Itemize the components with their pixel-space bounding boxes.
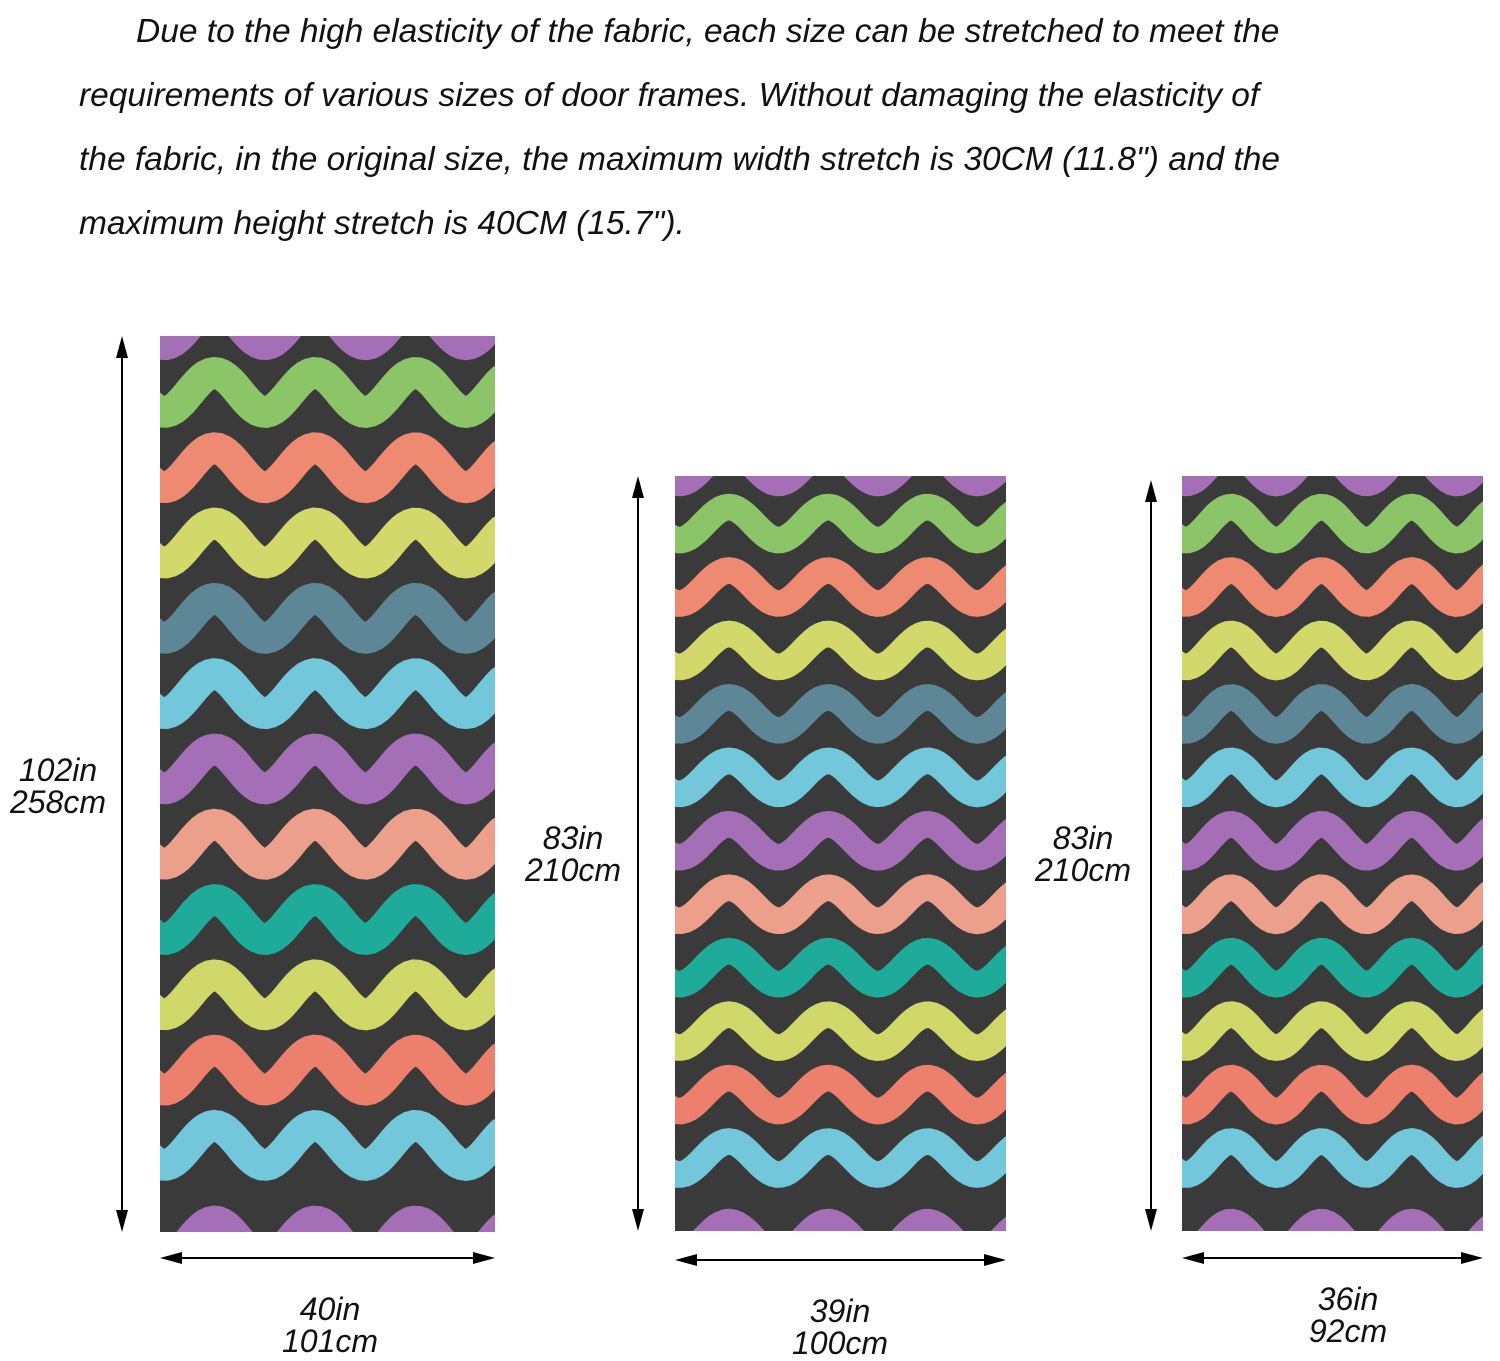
description-line-1: Due to the high elasticity of the fabric… [136, 13, 1280, 50]
wave-stripe [675, 683, 1006, 744]
wave-stripe [1182, 493, 1483, 554]
wave-stripe [675, 874, 1006, 935]
height-inches: 83in [542, 820, 604, 856]
width-arrow-large [160, 1248, 495, 1268]
wave-stripe [160, 808, 495, 880]
height-label-small: 83in 210cm [1018, 822, 1148, 886]
wave-stripe [160, 1109, 495, 1182]
description-line-2: requirements of various sizes of door fr… [79, 77, 1260, 114]
width-label-small: 36in 92cm [1248, 1283, 1448, 1347]
wave-stripe [1182, 747, 1483, 808]
wave-stripe [675, 557, 1006, 617]
wave-stripe [1182, 1064, 1483, 1125]
height-label-large: 102in 258cm [0, 754, 116, 818]
stretch-description: Due to the high elasticity of the fabric… [79, 0, 1499, 256]
wave-stripe [675, 493, 1006, 554]
width-arrow-small [1182, 1248, 1483, 1268]
wave-stripe [1182, 874, 1483, 935]
width-inches: 40in [299, 1291, 361, 1327]
width-inches: 39in [809, 1293, 871, 1329]
wave-stripe [1182, 683, 1483, 744]
wave-stripe [1182, 937, 1483, 998]
height-label-medium: 83in 210cm [508, 822, 638, 886]
wave-stripe [675, 937, 1006, 998]
height-centimeters: 210cm [1034, 852, 1132, 888]
wave-pattern [675, 476, 1006, 1231]
wave-stripe [1182, 557, 1483, 617]
height-inches: 83in [1052, 820, 1114, 856]
width-centimeters: 100cm [791, 1325, 889, 1361]
wave-stripe [1182, 1001, 1483, 1062]
wave-stripe [675, 620, 1006, 681]
wave-pattern [1182, 476, 1483, 1231]
wave-stripe-bottom-edge [1197, 1208, 1483, 1231]
height-arrow-medium [628, 476, 648, 1231]
height-arrow-large [112, 336, 132, 1232]
wave-stripe-bottom-edge [692, 1208, 1006, 1231]
wave-stripe-bottom-edge [176, 1205, 495, 1232]
description-line-3: the fabric, in the original size, the ma… [79, 141, 1281, 178]
wave-stripe [1182, 1128, 1483, 1188]
height-centimeters: 210cm [524, 852, 622, 888]
wave-stripe [160, 356, 495, 428]
wave-stripe [1182, 620, 1483, 681]
wave-stripe [675, 747, 1006, 808]
wave-stripe [675, 1064, 1006, 1125]
wave-stripe [160, 959, 495, 1031]
width-label-medium: 39in 100cm [740, 1295, 940, 1359]
width-arrow-medium [675, 1250, 1006, 1270]
wave-pattern [160, 336, 495, 1232]
wave-stripe [160, 1034, 495, 1106]
door-cover-panel-small [1182, 476, 1483, 1231]
wave-stripe [675, 810, 1006, 871]
wave-stripe [160, 432, 495, 504]
wave-stripe [1182, 810, 1483, 871]
width-label-large: 40in 101cm [230, 1293, 430, 1357]
door-cover-panel-large [160, 336, 495, 1232]
wave-stripe [160, 733, 495, 805]
wave-stripe [675, 1128, 1006, 1188]
door-cover-panel-medium [675, 476, 1006, 1231]
description-line-4: maximum height stretch is 40CM (15.7"). [79, 205, 685, 242]
height-arrow-small [1141, 480, 1161, 1231]
wave-stripe [675, 1001, 1006, 1061]
wave-stripe [160, 884, 495, 956]
wave-stripe [160, 658, 495, 730]
width-inches: 36in [1317, 1281, 1379, 1317]
width-centimeters: 92cm [1308, 1313, 1388, 1349]
height-centimeters: 258cm [9, 784, 107, 820]
width-centimeters: 101cm [281, 1323, 379, 1359]
wave-stripe [160, 582, 495, 654]
wave-stripe [160, 507, 495, 579]
height-inches: 102in [18, 752, 98, 788]
